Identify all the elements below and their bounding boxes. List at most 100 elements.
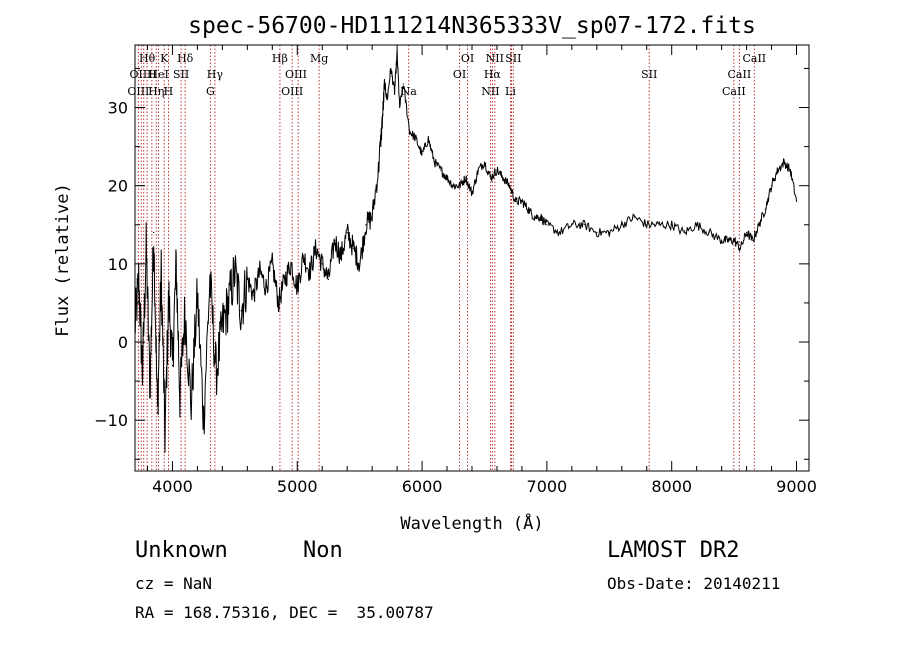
data-point bbox=[302, 255, 305, 257]
data-point bbox=[352, 247, 355, 249]
data-point bbox=[465, 177, 467, 179]
data-point bbox=[733, 239, 735, 242]
data-point bbox=[175, 263, 177, 265]
data-point bbox=[179, 396, 181, 398]
x-tick-label: 4000 bbox=[152, 477, 193, 496]
x-tick-label: 6000 bbox=[402, 477, 443, 496]
data-point bbox=[540, 216, 542, 218]
data-point bbox=[377, 169, 379, 171]
data-point bbox=[196, 294, 199, 296]
data-point bbox=[365, 224, 367, 226]
data-point bbox=[290, 263, 292, 265]
data-point bbox=[156, 411, 159, 413]
data-point bbox=[764, 208, 766, 210]
data-point bbox=[777, 169, 779, 171]
y-tick-label: 30 bbox=[108, 99, 128, 118]
data-point bbox=[427, 138, 429, 140]
data-point bbox=[234, 271, 236, 273]
data-point bbox=[546, 224, 548, 226]
data-point bbox=[296, 286, 298, 288]
data-point bbox=[708, 231, 710, 234]
plot-frame bbox=[134, 44, 810, 472]
data-point bbox=[160, 271, 162, 273]
spectral-line-label: CaII bbox=[728, 68, 752, 81]
data-point bbox=[621, 224, 623, 226]
data-point bbox=[390, 67, 392, 70]
data-point bbox=[145, 247, 147, 249]
data-point bbox=[770, 185, 773, 187]
data-point bbox=[402, 83, 404, 85]
x-tick-label: 7000 bbox=[527, 477, 568, 496]
data-point bbox=[399, 106, 401, 109]
spectral-line-label: Hδ bbox=[177, 52, 194, 65]
spectral-line-label: HeI bbox=[148, 68, 168, 81]
data-point bbox=[315, 247, 317, 249]
data-point bbox=[240, 310, 242, 312]
object-class: Unknown bbox=[135, 538, 228, 563]
data-point bbox=[408, 130, 411, 132]
data-point bbox=[477, 169, 479, 171]
spectral-line-label: Li bbox=[505, 85, 516, 98]
data-point bbox=[164, 435, 166, 437]
spectral-line-label: SII bbox=[641, 68, 657, 81]
data-point bbox=[508, 185, 511, 187]
data-point bbox=[658, 224, 660, 226]
x-axis-label: Wavelength (Å) bbox=[400, 512, 543, 534]
data-point bbox=[327, 278, 330, 281]
data-point bbox=[490, 177, 492, 179]
y-tick-label: −10 bbox=[94, 411, 128, 430]
spectral-line-label: G bbox=[206, 85, 215, 98]
data-point bbox=[646, 224, 648, 226]
data-point bbox=[633, 216, 635, 218]
data-point bbox=[228, 302, 230, 304]
data-point bbox=[371, 216, 373, 218]
data-point bbox=[153, 231, 155, 234]
x-tick-label: 8000 bbox=[651, 477, 692, 496]
data-point bbox=[246, 278, 248, 281]
spectral-line-label: Hα bbox=[484, 68, 502, 81]
data-point bbox=[184, 310, 186, 312]
spectral-line-label: H bbox=[164, 85, 174, 98]
data-point bbox=[502, 177, 504, 179]
data-point bbox=[168, 294, 170, 296]
data-point bbox=[696, 224, 698, 226]
data-point bbox=[739, 247, 741, 249]
data-point bbox=[396, 52, 398, 54]
y-tick-label: 20 bbox=[108, 177, 128, 196]
spectrum-line bbox=[134, 49, 797, 453]
data-point bbox=[259, 271, 261, 273]
data-point bbox=[789, 169, 791, 171]
y-tick-label: 10 bbox=[108, 255, 128, 274]
data-point bbox=[533, 216, 536, 218]
y-axis-label: Flux (relative) bbox=[53, 183, 73, 337]
spectral-line-label: OIII bbox=[281, 85, 303, 98]
spectral-line-label: Mg bbox=[310, 52, 328, 65]
spectral-line-label: OI bbox=[453, 68, 466, 81]
spectral-line-label: K bbox=[160, 52, 169, 65]
data-point bbox=[446, 177, 448, 179]
spectral-line-label: NII bbox=[481, 85, 499, 98]
redshift: cz = NaN bbox=[135, 574, 213, 593]
data-point bbox=[265, 286, 267, 288]
x-tick-label: 5000 bbox=[277, 477, 318, 496]
data-point bbox=[384, 83, 386, 85]
spectral-line-label: H bbox=[147, 68, 157, 81]
spectral-line-label: OIII bbox=[127, 85, 149, 98]
obs-date: Obs-Date: 20140211 bbox=[607, 574, 781, 593]
spectral-line-label: SII bbox=[173, 68, 189, 81]
data-point bbox=[271, 263, 273, 265]
x-axis: 4000 5000 6000 7000 8000 9000 bbox=[146, 45, 817, 496]
y-axis: −10 0 10 20 30 bbox=[94, 67, 809, 460]
data-point bbox=[608, 231, 610, 234]
data-point bbox=[515, 200, 517, 202]
data-point bbox=[527, 208, 529, 210]
data-point bbox=[483, 161, 486, 163]
y-tick-label: 0 bbox=[118, 333, 128, 352]
data-point bbox=[203, 419, 205, 421]
data-point bbox=[758, 224, 760, 226]
series-group bbox=[134, 49, 798, 453]
data-point bbox=[496, 169, 498, 171]
data-point bbox=[752, 239, 754, 242]
data-point bbox=[521, 200, 523, 202]
